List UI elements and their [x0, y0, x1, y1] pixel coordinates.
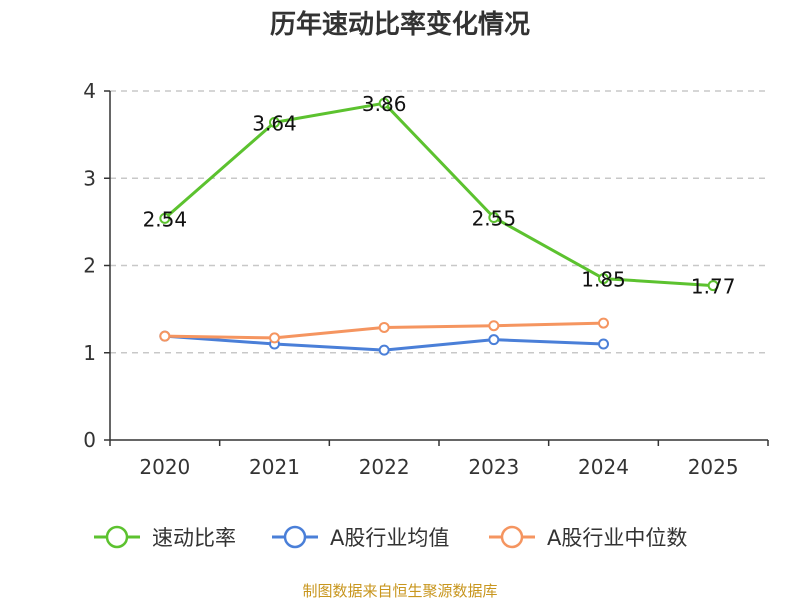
- data-point[interactable]: [378, 344, 390, 356]
- data-point[interactable]: [488, 320, 500, 332]
- legend-marker: [105, 525, 129, 549]
- data-label: 1.85: [581, 268, 626, 292]
- grid-lines: [110, 90, 768, 354]
- y-tick-label: 3: [83, 166, 96, 190]
- x-tick-label: 2021: [249, 455, 300, 479]
- data-label: 1.77: [691, 275, 736, 299]
- data-point[interactable]: [159, 330, 171, 342]
- data-label: 2.55: [472, 207, 517, 231]
- data-point[interactable]: [378, 97, 390, 109]
- legend-item-2[interactable]: A股行业中位数: [489, 525, 687, 550]
- data-point[interactable]: [269, 332, 280, 344]
- legend[interactable]: 速动比率 A股行业均值 A股行业中位数: [94, 525, 687, 550]
- chart-title: 历年速动比率变化情况: [270, 9, 530, 40]
- data-labels: 2.54 3.64 3.86 2.55 1.85 1.77: [143, 92, 736, 298]
- y-tick-label: 4: [83, 79, 96, 103]
- legend-marker: [283, 525, 307, 549]
- series-line-0: [163, 101, 714, 288]
- data-point[interactable]: [159, 212, 171, 224]
- x-tick-label: 2024: [578, 455, 629, 479]
- axes: 0 1 2 3 4 2020 2021 2022 2023 2024 2025: [83, 79, 769, 479]
- data-point[interactable]: [598, 338, 609, 350]
- data-point[interactable]: [269, 116, 280, 128]
- legend-marker: [500, 525, 524, 549]
- y-tick-label: 1: [83, 341, 96, 365]
- y-tick-label: 2: [83, 254, 96, 278]
- source-note: 制图数据来自恒生聚源数据库: [302, 582, 497, 600]
- y-tick-label: 0: [83, 428, 96, 452]
- data-point[interactable]: [378, 321, 390, 333]
- data-point[interactable]: [707, 280, 719, 292]
- data-point[interactable]: [488, 334, 500, 346]
- data-point[interactable]: [488, 212, 500, 224]
- data-point[interactable]: [598, 273, 609, 285]
- x-tick-label: 2020: [139, 455, 190, 479]
- legend-item-0[interactable]: 速动比率: [94, 525, 236, 550]
- x-tick-label: 2023: [468, 455, 519, 479]
- legend-label: A股行业均值: [330, 526, 449, 550]
- data-point[interactable]: [598, 317, 609, 329]
- data-label: 3.86: [362, 92, 407, 116]
- x-tick-label: 2022: [359, 455, 410, 479]
- data-label: 3.64: [252, 111, 297, 135]
- legend-label: A股行业中位数: [547, 526, 687, 550]
- legend-item-1[interactable]: A股行业均值: [272, 525, 449, 550]
- series-lines: [159, 97, 719, 356]
- x-tick-label: 2025: [688, 455, 739, 479]
- legend-label: 速动比率: [152, 526, 236, 550]
- data-label: 2.54: [143, 207, 188, 231]
